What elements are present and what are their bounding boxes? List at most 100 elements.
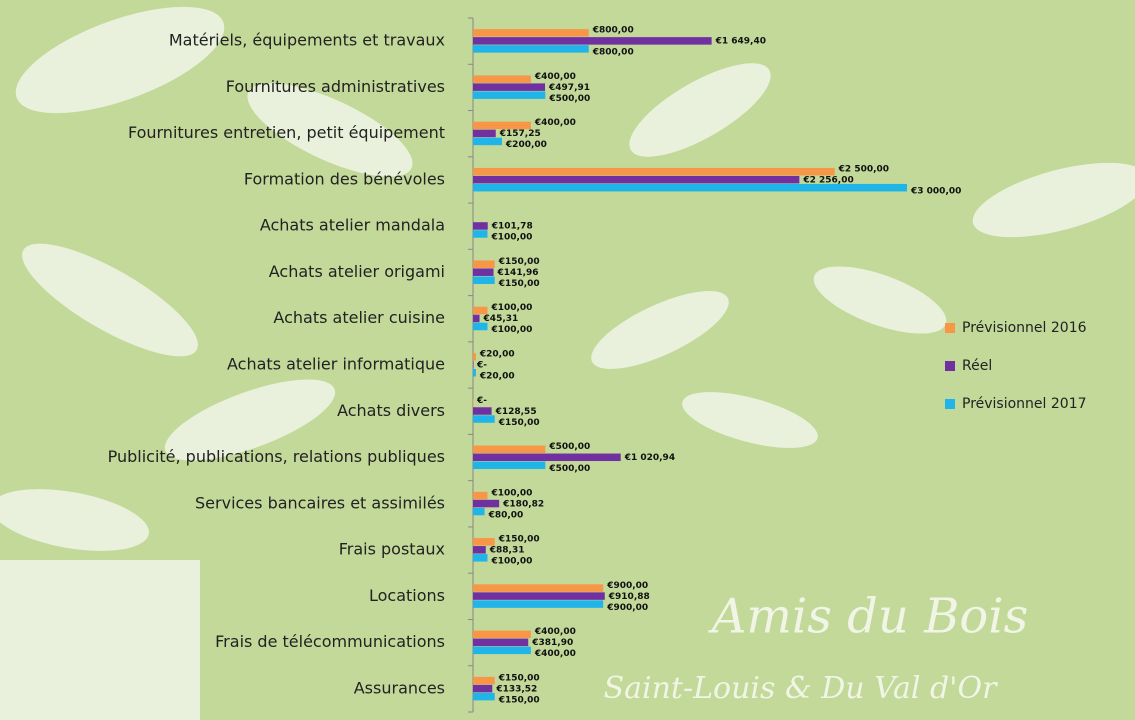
value-label: €180,82 — [502, 499, 544, 509]
bar — [473, 407, 492, 415]
bar — [473, 91, 546, 99]
bar — [473, 584, 604, 592]
bar — [473, 554, 488, 562]
bar — [473, 322, 488, 331]
value-label: €400,00 — [534, 649, 576, 659]
value-label: €400,00 — [534, 627, 576, 637]
category-label: Fournitures administratives — [226, 77, 445, 96]
bar — [473, 630, 531, 639]
value-label: €88,31 — [489, 546, 525, 556]
value-label: €101,78 — [491, 222, 533, 232]
value-label: €100,00 — [490, 303, 532, 313]
value-label: €500,00 — [548, 464, 590, 474]
value-label: €800,00 — [592, 26, 634, 36]
bar — [473, 399, 474, 407]
value-label: €381,90 — [531, 638, 573, 648]
category-label: Frais postaux — [339, 540, 445, 559]
category-label: Achats atelier informatique — [227, 355, 445, 374]
bar — [473, 83, 546, 91]
category-label: Achats atelier mandala — [260, 216, 445, 235]
bar — [473, 260, 495, 268]
value-label: €- — [476, 361, 487, 371]
bar — [473, 445, 546, 454]
bar — [473, 676, 495, 685]
value-label: €128,55 — [495, 407, 537, 417]
value-label: €80,00 — [488, 510, 524, 520]
value-label: €100,00 — [490, 557, 532, 567]
bar — [473, 507, 485, 516]
bar — [473, 538, 495, 546]
bar — [473, 276, 495, 284]
value-label: €910,88 — [608, 592, 650, 602]
bar — [473, 268, 494, 276]
value-label: €500,00 — [548, 442, 590, 452]
value-label: €150,00 — [498, 535, 540, 545]
bar — [473, 129, 496, 138]
value-label: €20,00 — [479, 372, 515, 382]
bar — [473, 415, 495, 423]
bar — [473, 684, 493, 693]
value-label: €150,00 — [498, 418, 540, 428]
legend-label: Réel — [962, 358, 992, 374]
value-label: €2 500,00 — [838, 164, 889, 174]
category-label: Matériels, équipements et travaux — [169, 31, 445, 50]
bar — [473, 37, 712, 45]
bar — [473, 361, 474, 369]
bar — [473, 499, 500, 508]
bar — [473, 638, 529, 647]
value-label: €2 256,00 — [802, 175, 853, 185]
category-label: Locations — [369, 586, 445, 605]
value-label: €100,00 — [490, 325, 532, 335]
bar — [473, 491, 488, 500]
bar — [473, 230, 488, 238]
bar — [473, 175, 800, 184]
watermark: Saint-Louis & Du Val d'Or — [604, 671, 999, 706]
value-label: €150,00 — [498, 695, 540, 705]
bar — [473, 75, 531, 83]
value-label: €133,52 — [495, 684, 537, 694]
value-label: €100,00 — [490, 488, 532, 498]
value-label: €- — [476, 396, 487, 406]
value-label: €141,96 — [497, 268, 539, 278]
bar — [473, 453, 621, 462]
value-label: €400,00 — [534, 118, 576, 128]
bar — [473, 45, 589, 53]
bar — [473, 600, 604, 608]
value-label: €1 020,94 — [624, 453, 675, 463]
value-label: €157,25 — [499, 129, 541, 139]
bar — [473, 461, 546, 470]
category-label: Services bancaires et assimilés — [195, 493, 445, 512]
category-label: Achats atelier cuisine — [273, 308, 445, 327]
bar — [473, 369, 476, 377]
category-label: Frais de télécommunications — [215, 632, 445, 651]
value-label: €500,00 — [548, 94, 590, 104]
legend-swatch — [945, 361, 955, 371]
bar — [473, 222, 488, 230]
value-label: €400,00 — [534, 72, 576, 82]
value-label: €3 000,00 — [910, 186, 961, 196]
value-label: €497,91 — [548, 83, 590, 93]
bar — [473, 314, 480, 323]
bar — [473, 137, 502, 146]
value-label: €800,00 — [592, 48, 634, 58]
value-label: €1 649,40 — [715, 37, 766, 47]
category-label: Achats atelier origami — [269, 262, 445, 281]
value-label: €45,31 — [483, 314, 519, 324]
category-label: Publicité, publications, relations publi… — [108, 447, 445, 466]
bar — [473, 167, 835, 176]
legend-label: Prévisionnel 2017 — [962, 396, 1087, 412]
value-label: €900,00 — [606, 603, 648, 613]
value-label: €20,00 — [479, 350, 515, 360]
value-label: €100,00 — [490, 233, 532, 243]
legend-label: Prévisionnel 2016 — [962, 320, 1087, 336]
bar — [473, 353, 476, 361]
value-label: €150,00 — [498, 279, 540, 289]
category-label: Achats divers — [337, 401, 445, 420]
bar — [473, 592, 605, 600]
category-label: Formation des bénévoles — [244, 169, 445, 188]
bar — [473, 121, 531, 130]
bar — [473, 546, 486, 554]
value-label: €150,00 — [498, 257, 540, 267]
watermark: Amis du Bois — [708, 589, 1028, 645]
